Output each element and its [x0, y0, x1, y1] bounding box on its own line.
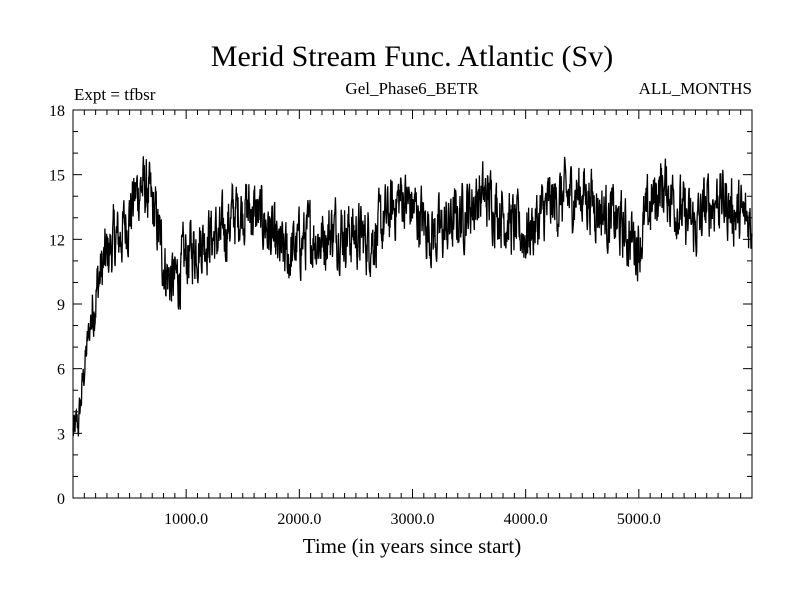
x-tick-label: 2000.0	[277, 511, 321, 528]
y-tick-label: 6	[57, 362, 65, 379]
x-tick-labels: 1000.0 2000.0 3000.0 4000.0 5000.0	[164, 511, 661, 528]
y-tick-labels: 0 3 6 9 12 15 18	[49, 103, 65, 508]
x-tick-label: 4000.0	[504, 511, 548, 528]
chart-title: Merid Stream Func. Atlantic (Sv)	[211, 40, 613, 73]
x-tick-label: 1000.0	[164, 511, 208, 528]
x-axis-label: Time (in years since start)	[303, 534, 522, 558]
series-line-stream-function	[72, 156, 753, 437]
y-tick-label: 12	[49, 232, 65, 249]
y-tick-label: 15	[49, 168, 65, 185]
axis-ticks	[73, 110, 752, 498]
x-tick-label: 3000.0	[391, 511, 435, 528]
x-tick-label: 5000.0	[617, 511, 661, 528]
y-tick-label: 9	[57, 297, 65, 314]
subtitle-run-name: Gel_Phase6_BETR	[345, 79, 479, 98]
plot-area	[72, 109, 753, 499]
y-tick-label: 3	[57, 426, 65, 443]
subtitle-months: ALL_MONTHS	[639, 79, 752, 98]
y-tick-label: 0	[57, 491, 65, 508]
subtitle-experiment: Expt = tfbsr	[74, 85, 156, 104]
y-tick-label: 18	[49, 103, 65, 120]
plot-frame	[72, 109, 753, 499]
